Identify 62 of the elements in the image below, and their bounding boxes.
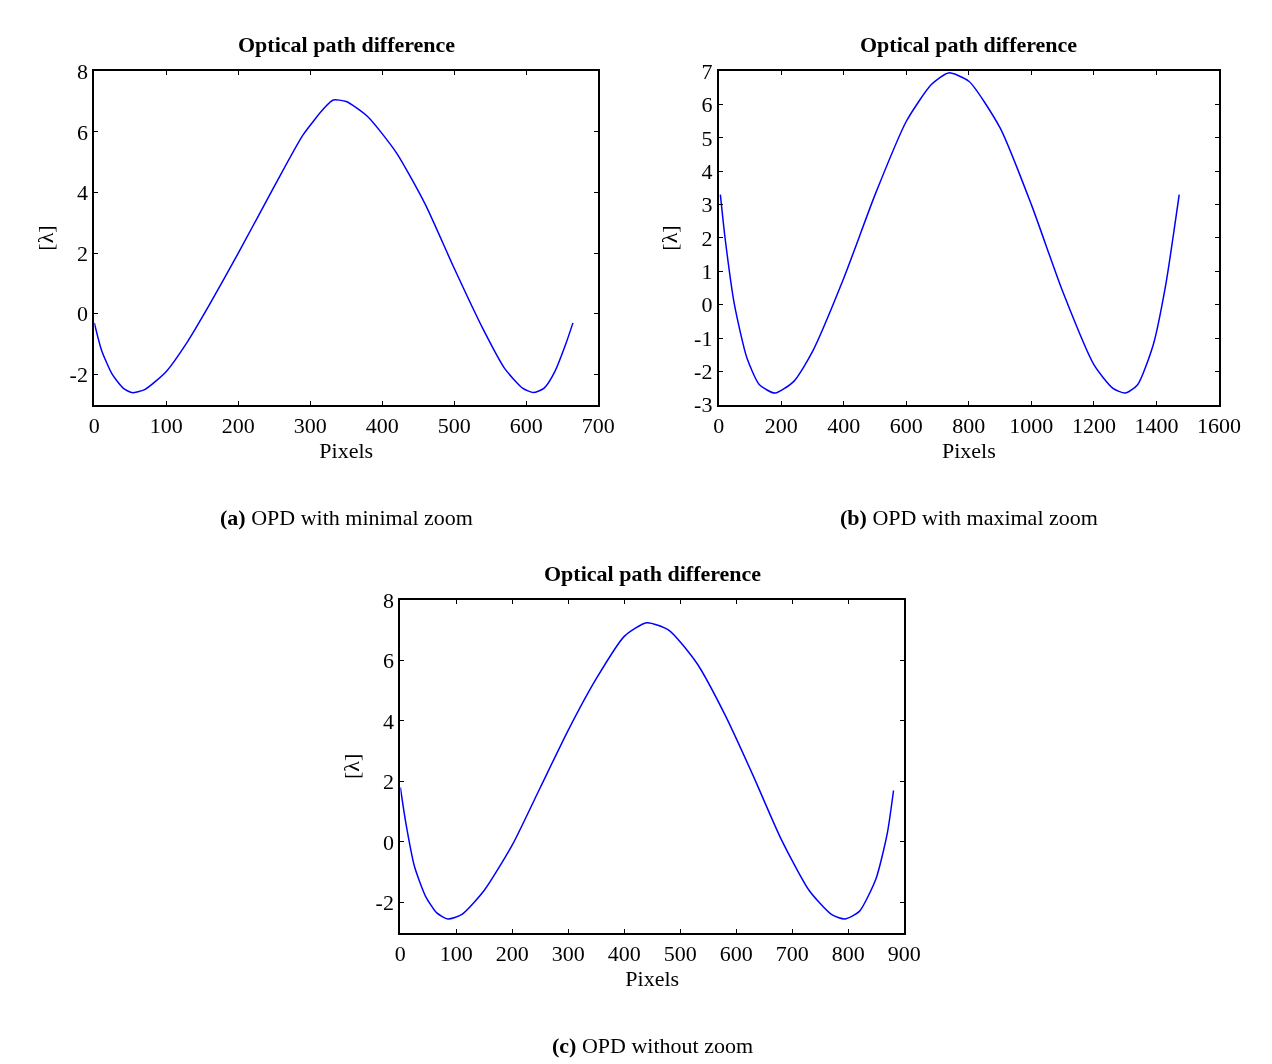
x-tick-label: 900 [887, 940, 921, 966]
text: (a) OPD with minimal zoom [220, 505, 473, 530]
y-tick-label: -2 [69, 362, 88, 388]
y-tick-label: -3 [694, 392, 713, 418]
x-tick-label: 500 [663, 940, 697, 966]
chart-title: Optical path difference [238, 32, 456, 57]
line-series [94, 99, 574, 394]
x-axis-title: Pixels [319, 438, 374, 464]
text: (c) OPD without zoom [552, 1033, 754, 1058]
y-tick-label: 3 [701, 192, 713, 218]
x-axis-title: Pixels [625, 965, 680, 991]
x-tick-label: 600 [889, 413, 923, 439]
y-tick-label: 2 [701, 225, 713, 251]
y-axis-title: [λ] [338, 753, 364, 779]
x-tick-label: 200 [221, 413, 255, 439]
y-tick-label: 0 [701, 292, 713, 318]
x-tick-label: 1600 [1196, 413, 1241, 439]
y-tick-label: 8 [76, 58, 88, 84]
y-axis-title: [λ] [32, 225, 58, 251]
x-tick-label: 700 [775, 940, 809, 966]
y-tick-label: 6 [382, 648, 394, 674]
y-tick-label: 2 [76, 240, 88, 266]
y-tick-label: 4 [382, 708, 394, 734]
x-axis-title: Pixels [941, 438, 996, 464]
x-tick-label: 300 [551, 940, 585, 966]
x-tick-label: 400 [607, 940, 641, 966]
y-tick-label: 0 [382, 829, 394, 855]
x-tick-label: 800 [952, 413, 986, 439]
x-tick-label: 800 [831, 940, 865, 966]
text: (b) OPD with maximal zoom [840, 505, 1098, 530]
y-tick-label: 1 [701, 259, 713, 285]
y-tick-label: 7 [701, 58, 713, 84]
line-series [400, 621, 895, 920]
y-tick-label: 6 [701, 92, 713, 118]
y-tick-label: -2 [694, 359, 713, 385]
x-tick-label: 200 [764, 413, 798, 439]
x-tick-label: 1000 [1009, 413, 1054, 439]
y-tick-label: 8 [382, 587, 394, 613]
y-tick-label: 5 [701, 125, 713, 151]
y-tick-label: -2 [375, 890, 394, 916]
x-tick-label: 600 [719, 940, 753, 966]
x-tick-label: 200 [495, 940, 529, 966]
x-tick-label: 1200 [1071, 413, 1116, 439]
x-tick-label: 400 [827, 413, 861, 439]
chart-title: Optical path difference [860, 32, 1078, 57]
x-tick-label: 600 [509, 413, 543, 439]
x-tick-label: 700 [581, 413, 615, 439]
y-tick-label: -1 [694, 325, 713, 351]
x-tick-label: 500 [437, 413, 471, 439]
y-tick-label: 4 [701, 158, 713, 184]
y-tick-label: 0 [76, 301, 88, 327]
y-tick-label: 4 [76, 180, 88, 206]
y-axis-title: [λ] [657, 225, 683, 251]
x-tick-label: 1400 [1134, 413, 1179, 439]
y-tick-label: 6 [76, 119, 88, 145]
line-series [719, 72, 1180, 394]
x-tick-label: 100 [149, 413, 183, 439]
x-tick-label: 400 [365, 413, 399, 439]
y-tick-label: 2 [382, 769, 394, 795]
x-tick-label: 300 [293, 413, 327, 439]
x-tick-label: 100 [439, 940, 473, 966]
chart-title: Optical path difference [544, 561, 762, 586]
